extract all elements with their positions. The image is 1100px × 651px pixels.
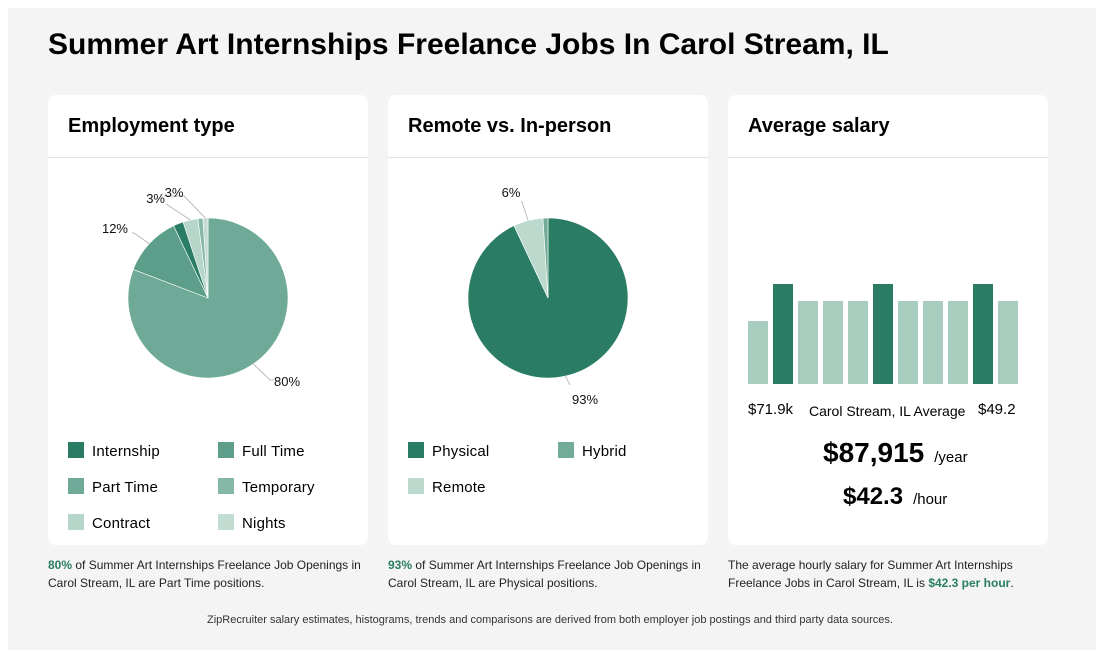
legend-label: Part Time (92, 479, 158, 496)
pie-label-leader (565, 375, 571, 386)
pie-label-leader (521, 201, 529, 221)
remote-legend-item-remote: Remote (408, 478, 486, 498)
employment-type-note: 80% of Summer Art Internships Freelance … (48, 556, 368, 592)
salary-bar (998, 301, 1018, 384)
average-salary-heading: Average salary (748, 115, 890, 137)
legend-swatch (408, 442, 424, 458)
salary-bar (798, 301, 818, 384)
pie-label-leader (253, 363, 274, 381)
salary-bar (823, 301, 843, 384)
salary-yearly-amount: $87,915 (823, 437, 925, 468)
legend-label: Contract (92, 515, 151, 532)
salary-yearly-unit: /year (934, 449, 968, 466)
pie-slice-full-time (132, 225, 209, 299)
salary-low-label: $71.9k (748, 401, 794, 418)
remote-note: 93% of Summer Art Internships Freelance … (388, 556, 708, 592)
legend-swatch (218, 514, 234, 530)
pie-label-physical: 93% (572, 392, 598, 407)
legend-label: Nights (242, 515, 286, 532)
remote-vs-inperson-pie-chart: 93% 6% (467, 185, 629, 407)
employment-legend-item-nights: Nights (218, 514, 286, 534)
legend-label: Full Time (242, 443, 305, 460)
pie-label-leader (164, 195, 206, 219)
card-divider (728, 157, 1048, 158)
legend-label: Physical (432, 443, 490, 460)
pie-label-nights: 3% (165, 185, 184, 200)
salary-note-bold: $42.3 per hour (928, 576, 1011, 590)
employment-type-pie-chart: 80% 12% 3% 3% (102, 185, 300, 389)
legend-label: Remote (432, 479, 486, 496)
legend-swatch (68, 442, 84, 458)
legend-swatch (68, 478, 84, 494)
salary-bar (973, 284, 993, 384)
remote-note-percent: 93% (388, 558, 413, 572)
salary-note-text: The average hourly salary for Summer Art… (728, 558, 1013, 590)
pie-label-leader (165, 203, 191, 221)
remote-vs-inperson-card: Remote vs. In-person 93% 6% Physical Hybri… (388, 95, 708, 545)
pie-label-full-time: 12% (102, 221, 128, 236)
salary-high-label: $49.2 (978, 401, 1016, 418)
salary-hourly-amount: $42.3 (843, 483, 904, 510)
page-title: Summer Art Internships Freelance Jobs In… (48, 28, 889, 61)
employment-legend-item-part-time: Part Time (68, 478, 158, 498)
average-salary-card: Average salary $71.9k Carol Stream, IL A… (728, 95, 1048, 545)
remote-legend-item-physical: Physical (408, 442, 489, 462)
employment-note-text: of Summer Art Internships Freelance Job … (48, 558, 361, 590)
employment-note-percent: 80% (48, 558, 73, 572)
legend-swatch (558, 442, 574, 458)
employment-legend-item-temporary: Temporary (218, 478, 315, 498)
salary-yearly: $87,915/year (823, 437, 968, 469)
legend-label: Hybrid (582, 443, 627, 460)
salary-bar (898, 301, 918, 384)
employment-type-card: Employment type 80% 12% 3% 3% Internship Ful… (48, 95, 368, 545)
card-divider (388, 157, 708, 158)
salary-note-end: . (1010, 576, 1014, 590)
salary-hourly-unit: /hour (913, 491, 948, 508)
salary-bar (873, 284, 893, 384)
salary-average-label: Carol Stream, IL Average (809, 403, 966, 419)
employment-legend-item-contract: Contract (68, 514, 150, 534)
salary-bar (948, 301, 968, 384)
salary-bar (748, 321, 768, 384)
salary-bar (773, 284, 793, 384)
pie-label-part-time: 80% (274, 374, 300, 389)
remote-vs-inperson-heading: Remote vs. In-person (408, 115, 612, 137)
salary-bar (848, 301, 868, 384)
card-divider (48, 157, 368, 158)
legend-label: Internship (92, 443, 160, 460)
pie-slice-hybrid (542, 217, 549, 299)
pie-label-leader (132, 232, 150, 245)
legend-swatch (218, 442, 234, 458)
remote-note-text: of Summer Art Internships Freelance Job … (388, 558, 701, 590)
employment-legend-item-full-time: Full Time (218, 442, 305, 462)
legend-swatch (408, 478, 424, 494)
footer-disclaimer: ZipRecruiter salary estimates, histogram… (207, 614, 893, 626)
legend-swatch (68, 514, 84, 530)
employment-type-heading: Employment type (68, 115, 235, 137)
legend-swatch (218, 478, 234, 494)
salary-note: The average hourly salary for Summer Art… (728, 556, 1048, 592)
remote-legend-item-hybrid: Hybrid (558, 442, 627, 462)
pie-label-contract: 3% (146, 191, 165, 206)
employment-legend-item-internship: Internship (68, 442, 160, 462)
salary-hourly: $42.3/hour (843, 483, 947, 511)
salary-bar (923, 301, 943, 384)
pie-label-remote: 6% (502, 185, 521, 200)
salary-histogram (748, 284, 1018, 384)
legend-label: Temporary (242, 479, 315, 496)
